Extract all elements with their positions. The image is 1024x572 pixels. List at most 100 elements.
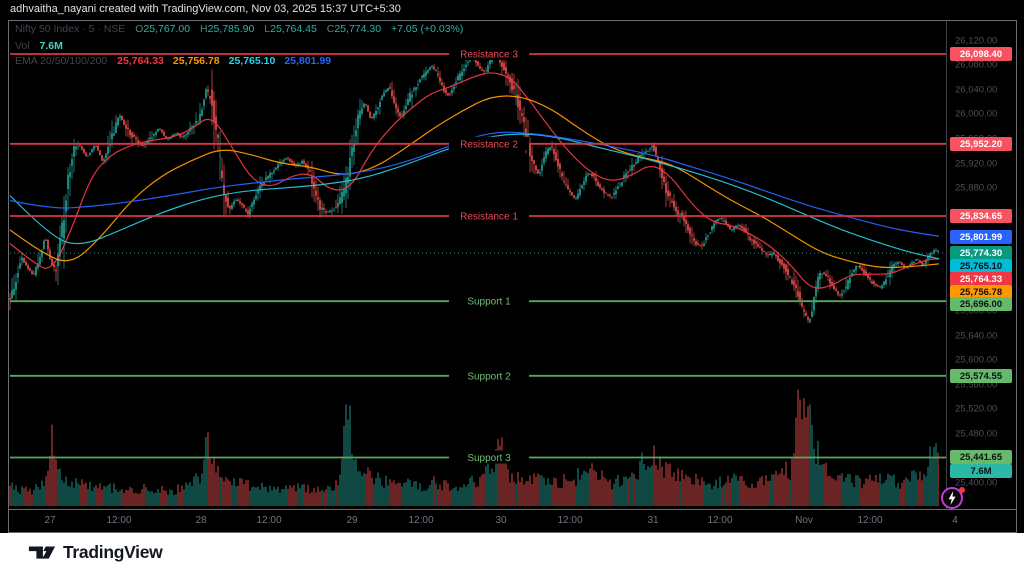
volume-bar [213,458,215,506]
candle-body [143,144,145,146]
candle-body [305,163,307,168]
volume-bar [303,483,305,506]
candle-body [653,144,655,152]
price-scale[interactable]: 26,120.00 26,080.00 26,040.00 26,000.00 25,9… [946,21,1017,509]
volume-bar [435,483,437,506]
candle-body [33,273,35,274]
ema-values: 25,764.33 25,756.78 25,765.10 25,801.99 [117,55,340,67]
volume-bar [117,491,119,506]
candle-body [541,164,543,171]
candle-body [461,71,463,77]
legend-volume-row: Vol 7.6M [15,40,63,52]
candle-body [317,197,319,200]
volume-bar [667,464,669,506]
change-value: +7.05 (+0.03%) [390,23,464,35]
volume-bar [293,485,295,506]
volume-bar [507,469,509,506]
volume-bar [725,482,727,506]
volume-bar [697,479,699,506]
candle-body [771,253,773,256]
volume-bar [263,487,265,506]
candle-body [681,212,683,215]
volume-bar [541,475,543,506]
volume-bar [149,491,151,506]
volume-bar [87,489,89,506]
boost-button[interactable] [941,487,965,509]
candle-body [77,146,79,148]
volume-bar [529,475,531,506]
volume-bar [291,487,293,506]
candle-body [609,195,611,196]
candle-body [557,159,559,167]
candle-body [559,163,561,169]
candle-body [913,261,915,263]
candle-body [877,285,879,287]
candlestick-chart[interactable]: Resistance 3 Resistance 2 Resistance 1 Supp… [9,21,1016,532]
candle-body [123,120,125,126]
candle-body [75,146,77,150]
volume-bar [627,478,629,506]
candle-body [15,282,17,290]
volume-bar [839,475,841,506]
candle-body [489,59,491,65]
candle-body [865,271,867,276]
candle-body [789,276,791,278]
volume-bar [525,481,527,506]
volume-bar [691,484,693,506]
volume-bar [643,463,645,506]
volume-bar [547,478,549,506]
candle-body [179,134,181,137]
candle-body [517,94,519,108]
volume-bar [243,484,245,506]
volume-bar [601,470,603,506]
candle-body [923,263,925,265]
time-axis-label: 30 [495,515,507,526]
price-axis-badge: 25,574.55 [950,369,1012,383]
volume-bar [311,492,313,506]
volume-bar [615,478,617,506]
candle-body [287,157,289,159]
volume-bar [925,476,927,506]
candle-body [695,241,697,245]
candle-body [63,220,65,239]
volume-bar [575,485,577,506]
volume-bar [869,474,871,506]
candle-body [927,256,929,261]
volume-bar [893,474,895,506]
volume-bar [55,459,57,506]
level-label: Resistance 2 [460,139,518,150]
volume-bar [67,485,69,506]
candle-body [867,274,869,278]
candle-body [229,205,231,209]
volume-bar [551,484,553,506]
volume-bar [889,474,891,506]
candle-body [315,190,317,196]
volume-bar [573,479,575,506]
volume-bar [439,484,441,506]
volume-bar [565,479,567,506]
volume-bar [817,440,819,506]
candle-body [463,68,465,72]
volume-bar [11,482,13,506]
candle-body [793,280,795,286]
candle-body [97,145,99,151]
volume-bar [885,479,887,506]
candle-body [219,155,221,157]
volume-bar [215,472,217,506]
volume-bar [749,488,751,506]
volume-bar [675,480,677,506]
volume-bar [913,470,915,506]
volume-bar [597,480,599,506]
volume-bar [741,476,743,506]
volume-bar [155,492,157,506]
volume-bar [523,484,525,506]
candle-body [579,189,581,195]
candle-body [399,112,401,117]
time-axis[interactable]: 27 12:00 28 12:00 29 12:00 30 12:00 31 12:00 Nov 12… [9,509,1016,532]
volume-bar [527,481,529,506]
candle-body [787,268,789,276]
candle-body [817,276,819,289]
volume-bar [421,491,423,506]
tradingview-logo[interactable]: TradingView [28,542,163,563]
candle-body [813,297,815,311]
